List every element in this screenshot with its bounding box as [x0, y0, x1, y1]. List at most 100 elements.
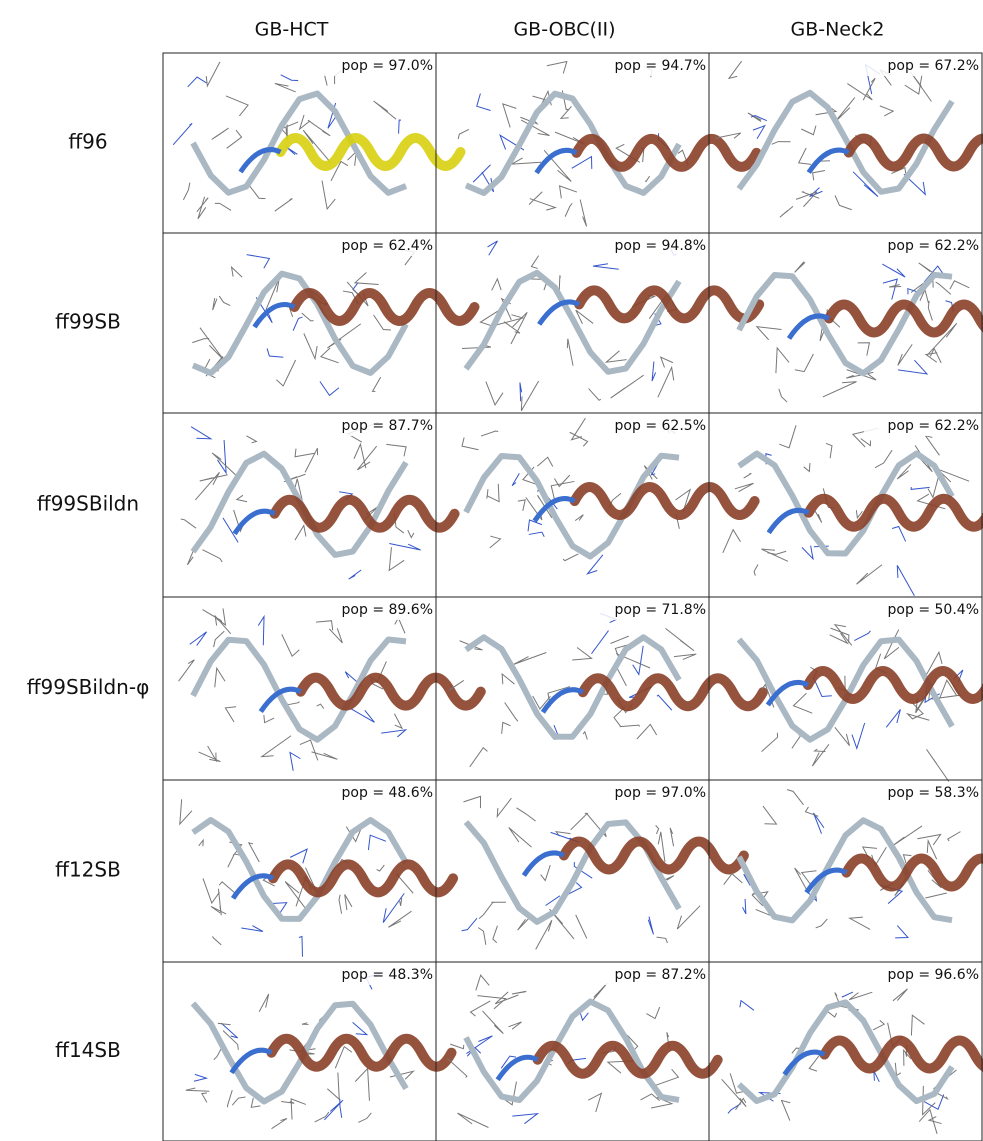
side-chain — [541, 865, 551, 880]
side-chain — [589, 389, 601, 401]
side-chain — [856, 565, 882, 584]
side-chain — [302, 1023, 308, 1025]
side-chain — [293, 317, 302, 331]
side-chain — [724, 874, 743, 885]
side-chain — [487, 484, 499, 502]
side-chain — [492, 279, 501, 291]
side-chain — [657, 695, 672, 710]
side-chain — [290, 752, 300, 770]
side-chain — [591, 631, 608, 654]
backbone — [466, 1002, 679, 1101]
side-chain — [462, 918, 477, 931]
side-chain — [512, 1114, 537, 1124]
side-chain — [897, 565, 914, 595]
side-chain — [179, 660, 195, 681]
side-chain — [486, 382, 503, 405]
side-chain — [583, 732, 587, 740]
side-chain — [226, 96, 248, 116]
backbone — [739, 454, 952, 554]
side-chain — [237, 495, 247, 501]
side-chain — [723, 530, 741, 553]
side-chain — [190, 632, 207, 646]
side-chain — [388, 911, 411, 927]
structure-image — [739, 625, 983, 782]
loop — [806, 870, 846, 893]
row-label: ff96 — [68, 130, 107, 154]
side-chain — [722, 1079, 747, 1106]
side-chain — [735, 483, 754, 491]
side-chain — [826, 443, 832, 458]
side-chain — [470, 748, 488, 767]
side-chain — [852, 723, 865, 748]
side-chain — [646, 1007, 659, 1019]
side-chain — [508, 1022, 521, 1029]
side-chain — [835, 98, 855, 122]
side-chain — [304, 334, 317, 359]
side-chain — [744, 473, 752, 478]
structure-image — [181, 422, 455, 579]
side-chain — [291, 1099, 306, 1120]
side-chain — [795, 262, 806, 273]
side-chain — [925, 893, 946, 898]
side-chain — [357, 446, 376, 470]
side-chain — [572, 157, 592, 169]
side-chain — [928, 301, 932, 321]
ribbon — [273, 864, 453, 892]
side-chain — [560, 186, 577, 198]
figure: GB-HCTGB-OBC(II)GB-Neck2ff96pop = 97.0%p… — [0, 0, 983, 1141]
side-chain — [948, 832, 961, 841]
side-chain — [575, 515, 583, 521]
side-chain — [854, 631, 870, 641]
side-chain — [830, 633, 848, 643]
side-chain — [389, 547, 404, 570]
structure-image — [458, 62, 756, 227]
side-chain — [275, 83, 296, 92]
side-chain — [497, 798, 511, 816]
side-chain — [316, 621, 333, 631]
side-chain — [259, 994, 269, 1012]
side-chain — [353, 1022, 367, 1034]
side-chain — [282, 634, 299, 656]
side-chain — [893, 989, 908, 1001]
side-chain — [890, 826, 922, 848]
side-chain — [200, 328, 224, 360]
side-chain — [740, 1001, 754, 1011]
side-chain — [805, 807, 818, 816]
side-chain — [518, 918, 530, 930]
side-chain — [657, 937, 668, 943]
side-chain — [787, 790, 803, 805]
side-chain — [809, 1054, 820, 1071]
side-chain — [490, 536, 501, 548]
structure-image — [462, 240, 759, 411]
side-chain — [281, 75, 298, 81]
side-chain — [666, 628, 695, 650]
side-chain — [677, 906, 700, 929]
side-chain — [479, 903, 492, 918]
side-chain — [463, 796, 480, 808]
structure-image — [724, 790, 983, 938]
side-chain — [898, 360, 927, 374]
side-chain — [320, 382, 339, 396]
side-chain — [633, 646, 644, 675]
side-chain — [927, 749, 949, 781]
side-chain — [206, 62, 220, 86]
side-chain — [835, 196, 852, 210]
side-chain — [386, 444, 406, 456]
side-chain — [516, 808, 535, 821]
side-chain — [227, 130, 242, 148]
population-label: pop = 94.7% — [615, 58, 706, 74]
side-chain — [521, 381, 538, 411]
ribbon — [809, 499, 983, 527]
side-chain — [305, 448, 317, 472]
side-chain — [295, 526, 306, 541]
side-chain — [812, 744, 829, 766]
column-header: GB-Neck2 — [790, 19, 884, 41]
side-chain — [349, 570, 361, 579]
population-label: pop = 48.3% — [342, 967, 433, 983]
side-chain — [743, 899, 746, 914]
side-chain — [199, 840, 203, 846]
side-chain — [351, 709, 375, 723]
side-chain — [593, 264, 619, 269]
side-chain — [514, 652, 547, 664]
side-chain — [610, 636, 628, 643]
